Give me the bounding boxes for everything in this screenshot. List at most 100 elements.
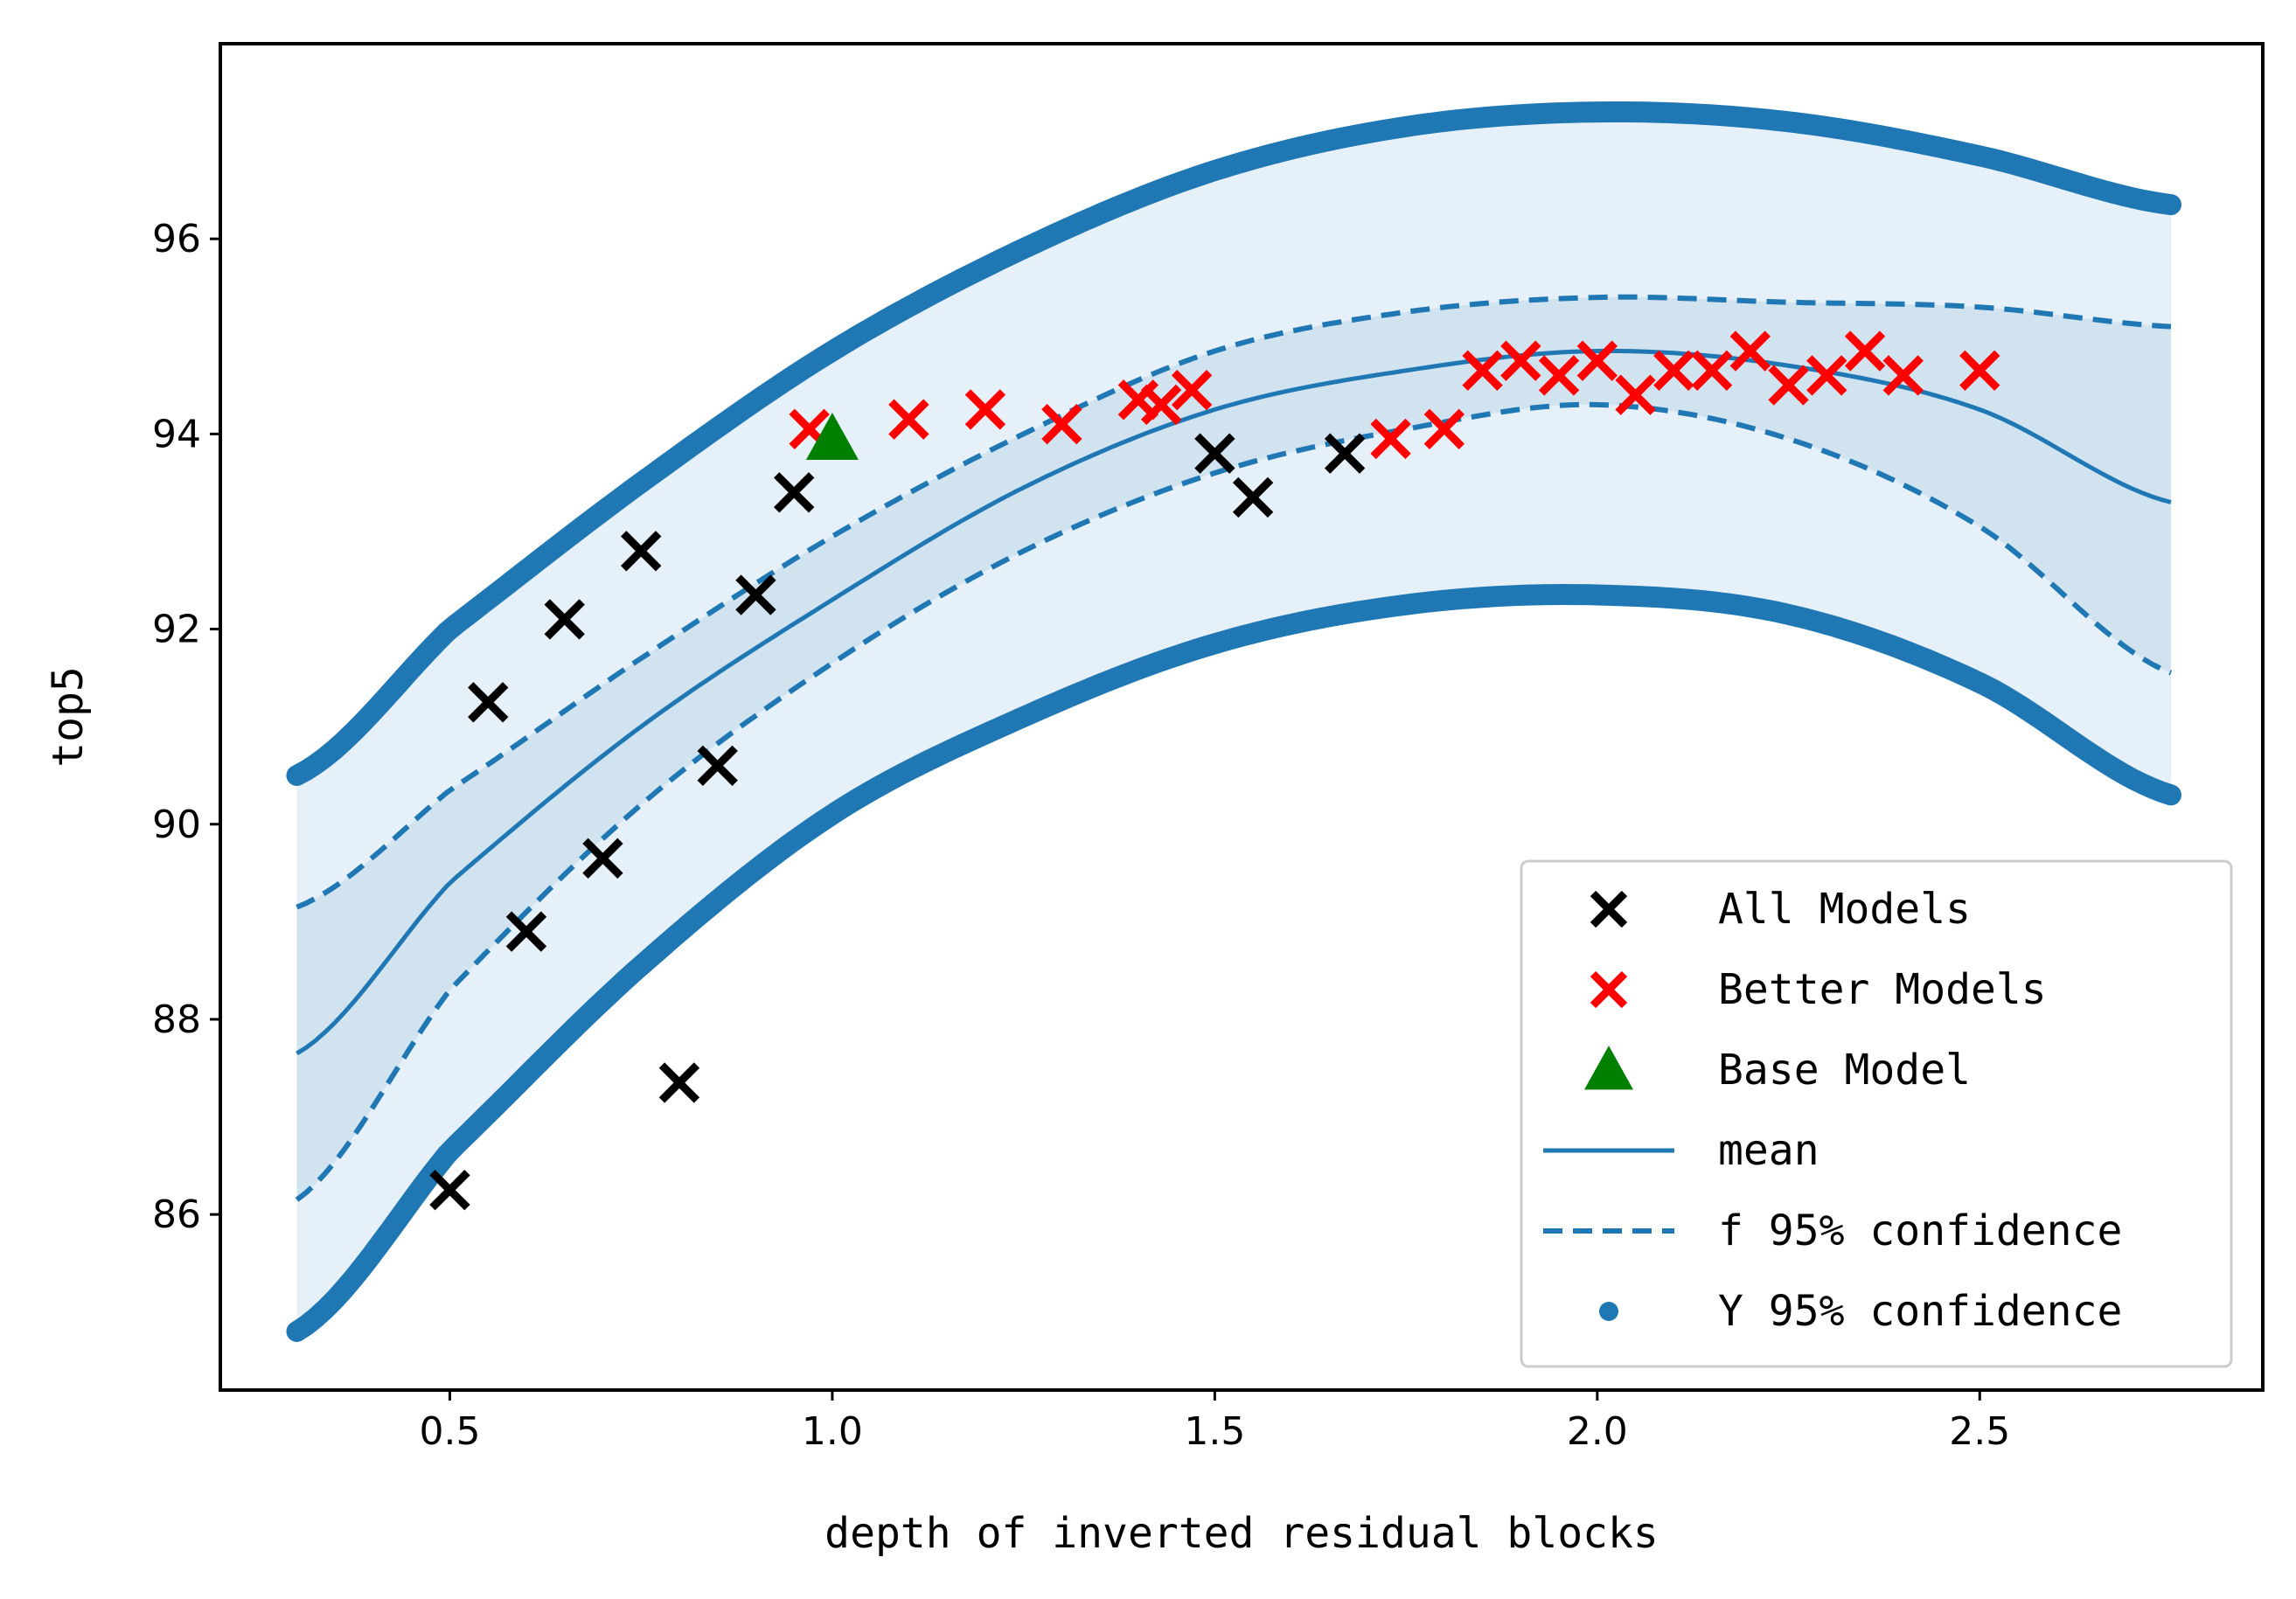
better-models-point-stroke-b xyxy=(1653,350,1694,392)
better-models-point-stroke-b xyxy=(1691,350,1733,392)
better-models-point xyxy=(1462,350,1503,392)
all-models-point-stroke-b xyxy=(1232,476,1274,518)
better-models-point xyxy=(1768,365,1809,406)
y-tick-label: 90 xyxy=(152,803,201,847)
all-models-point xyxy=(505,911,547,952)
legend-all-models-symbol xyxy=(1590,890,1628,928)
all-models-point xyxy=(582,838,623,879)
better-models-point-stroke-b xyxy=(1171,369,1213,411)
all-models-point-stroke-b xyxy=(735,574,776,615)
y-tick-label: 88 xyxy=(152,998,201,1042)
legend-f-95-confidence-label: f 95% confidence xyxy=(1718,1206,2122,1255)
f-confidence-band xyxy=(296,296,2171,1200)
better-models-point-stroke-b xyxy=(1768,365,1809,406)
better-models-point xyxy=(1882,355,1924,396)
all-models-point-stroke-b xyxy=(505,911,547,952)
all-models-point xyxy=(1324,433,1366,474)
y-tick-label: 92 xyxy=(152,608,201,652)
better-models-point xyxy=(1140,384,1182,426)
better-models-point xyxy=(1370,418,1411,460)
legend-all-models-label: All Models xyxy=(1718,885,1971,934)
all-models-point-stroke-b xyxy=(544,599,585,640)
better-models-point xyxy=(1959,350,2000,392)
better-models-point-stroke-b xyxy=(1576,340,1618,381)
better-models-point xyxy=(1691,350,1733,392)
legend-better-models-symbol xyxy=(1590,970,1628,1009)
all-models-point-stroke-b xyxy=(429,1170,470,1211)
better-models-point-stroke-b xyxy=(1041,404,1082,445)
better-models-point xyxy=(1041,404,1082,445)
mean-line xyxy=(296,348,2172,1056)
legend-box xyxy=(1520,859,2233,1368)
plot-area xyxy=(286,101,2181,1342)
all-models-point xyxy=(773,472,815,513)
f-lower-bound-line xyxy=(295,401,2173,1202)
all-models-point xyxy=(1194,433,1235,474)
better-models-point-stroke-b xyxy=(1538,355,1580,396)
better-models-point-stroke-b xyxy=(1615,374,1656,415)
better-models-point-stroke-b xyxy=(1462,350,1503,392)
y-lower-bound-line xyxy=(286,583,2181,1342)
better-models-point xyxy=(1538,355,1580,396)
x-tick-label: 1.5 xyxy=(1184,1409,1245,1454)
axis-ticks: 0.5 1.0 1.5 2.0 2.5 86 88 90 92 94 96 xyxy=(152,217,2010,1454)
x-tick-label: 2.5 xyxy=(1949,1409,2010,1454)
better-models-point-stroke-b xyxy=(789,408,830,449)
axes-frame xyxy=(219,42,2265,1392)
legend-mean-label: mean xyxy=(1718,1126,1819,1175)
all-models-point-stroke-b xyxy=(468,682,509,723)
y-confidence-band xyxy=(296,112,2171,1331)
all-models-point-stroke-b xyxy=(1324,433,1366,474)
better-models-point-stroke-b xyxy=(1844,330,1886,372)
all-models-point xyxy=(735,574,776,615)
y-tick-label: 86 xyxy=(152,1192,201,1237)
y-axis-label: top5 xyxy=(44,666,93,768)
x-axis-label: depth of inverted residual blocks xyxy=(824,1509,1659,1558)
all-models-point-stroke-b xyxy=(658,1062,700,1103)
legend-y-95-confidence-label: Y 95% confidence xyxy=(1718,1287,2122,1336)
y-tick-label: 96 xyxy=(152,217,201,261)
better-models-point-stroke-b xyxy=(1729,330,1771,372)
all-models-point xyxy=(429,1170,470,1211)
better-models-point xyxy=(1171,369,1213,411)
all-models-point xyxy=(468,682,509,723)
base-model-point xyxy=(805,412,859,460)
all-models-point-stroke-b xyxy=(773,472,815,513)
legend-base-model-symbol xyxy=(1584,1046,1633,1090)
better-models-point-stroke-b xyxy=(1500,340,1541,381)
x-tick-label: 2.0 xyxy=(1567,1409,1628,1454)
better-models-point xyxy=(964,389,1006,430)
all-models-point xyxy=(697,745,738,786)
better-models-point xyxy=(1844,330,1886,372)
legend: All Models Better Models Base Model mean f 9… xyxy=(1520,859,2233,1368)
all-models-point xyxy=(1232,476,1274,518)
legend-better-models-symbol-stroke-b xyxy=(1590,970,1628,1009)
better-models-point xyxy=(1423,408,1465,449)
all-models-point-stroke-b xyxy=(621,531,662,572)
better-models-point xyxy=(888,399,929,440)
legend-y-95-confidence-symbol xyxy=(1599,1302,1618,1321)
better-models-point xyxy=(1500,340,1541,381)
legend-all-models-symbol-stroke-b xyxy=(1590,890,1628,928)
better-models-point xyxy=(1806,355,1847,396)
x-tick-label: 1.0 xyxy=(802,1409,863,1454)
better-models-point-stroke-b xyxy=(1959,350,2000,392)
better-models-point-stroke-b xyxy=(1370,418,1411,460)
better-models-point xyxy=(1615,374,1656,415)
better-models-point-stroke-b xyxy=(1882,355,1924,396)
all-models-point xyxy=(658,1062,700,1103)
all-models-point xyxy=(621,531,662,572)
all-models-point-stroke-b xyxy=(1194,433,1235,474)
better-models-point xyxy=(1653,350,1694,392)
better-models-point-stroke-b xyxy=(964,389,1006,430)
better-models-point-stroke-b xyxy=(1806,355,1847,396)
f-upper-bound-line xyxy=(296,294,2172,910)
all-models-point xyxy=(544,599,585,640)
x-tick-label: 0.5 xyxy=(419,1409,480,1454)
y-tick-label: 94 xyxy=(152,412,201,456)
better-models-point xyxy=(1576,340,1618,381)
all-models-point-stroke-b xyxy=(582,838,623,879)
better-models-point-stroke-b xyxy=(1423,408,1465,449)
all-models-point-stroke-b xyxy=(697,745,738,786)
